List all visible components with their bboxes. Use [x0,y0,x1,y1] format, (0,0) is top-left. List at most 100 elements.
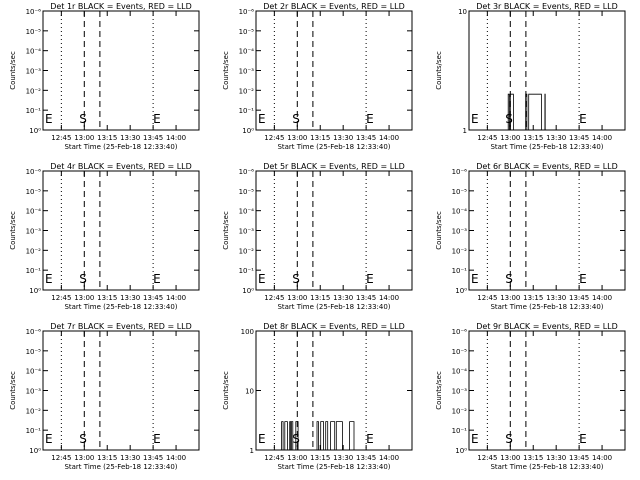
y-tick-label: 10⁻⁵ [452,348,468,356]
y-tick-label: 10 [458,8,467,16]
end-marker: E [366,112,374,126]
left-edge-marker: E [45,432,53,446]
end-marker: E [366,432,374,446]
x-axis-label: Start Time (25-Feb-18 12:33:40) [277,303,390,311]
x-tick-label: 13:30 [333,454,353,462]
y-tick-label: 10⁻³ [26,228,42,236]
y-tick-label: 10⁻⁴ [26,208,42,216]
y-tick-label: 10⁻⁶ [26,328,42,336]
x-axis-label: Start Time (25-Feb-18 12:33:40) [490,463,603,471]
start-marker: S [79,112,87,126]
y-tick-label: 10⁻³ [239,68,255,76]
x-tick-label: 13:00 [287,134,307,142]
left-edge-marker: E [471,432,479,446]
x-axis-label: Start Time (25-Feb-18 12:33:40) [490,143,603,151]
y-tick-label: 10⁻⁴ [26,48,42,56]
y-tick-label: 10⁻¹ [26,267,42,275]
start-marker: S [79,432,87,446]
y-tick-label: 10⁻³ [239,228,255,236]
plot-frame [468,170,626,291]
x-axis-label: Start Time (25-Feb-18 12:33:40) [277,143,390,151]
x-tick-label: 14:00 [166,294,186,302]
start-marker: S [505,272,513,286]
y-tick-label: 100 [241,328,254,336]
x-tick-label: 13:45 [143,294,163,302]
y-tick-label: 10⁻⁶ [26,8,42,16]
left-edge-marker: E [258,432,266,446]
x-tick-label: 13:15 [97,294,117,302]
y-tick-label: 1 [250,447,254,455]
x-tick-label: 13:00 [287,454,307,462]
detector-panel-8: Det 8r BLACK = Events, RED = LLD 1 10 100 Co… [222,322,413,471]
x-tick-label: 13:00 [500,134,520,142]
x-tick-label: 13:15 [97,134,117,142]
x-tick-label: 12:45 [477,454,497,462]
plot-frame [255,330,413,451]
x-tick-label: 13:45 [356,454,376,462]
y-tick-label: 10⁻² [452,247,468,255]
detector-panel-2: Det 2r BLACK = Events, RED = LLD 10⁰ 10⁻¹ 1… [222,2,413,151]
chart-title: Det 2r BLACK = Events, RED = LLD [263,2,405,11]
y-tick-label: 10⁰ [29,287,41,295]
end-marker: E [366,272,374,286]
x-tick-label: 12:45 [264,454,284,462]
x-tick-label: 13:15 [523,454,543,462]
y-tick-label: 10 [245,388,254,396]
y-axis-label: Counts/sec [9,51,17,90]
x-tick-label: 13:45 [569,294,589,302]
x-tick-label: 14:00 [166,454,186,462]
y-tick-label: 10⁻⁶ [239,8,255,16]
x-tick-label: 13:30 [120,454,140,462]
left-edge-marker: E [471,112,479,126]
y-tick-label: 10⁻² [239,87,255,95]
x-tick-label: 12:45 [477,294,497,302]
events-series-line [315,421,356,451]
chart-title: Det 3r BLACK = Events, RED = LLD [476,2,618,11]
x-axis-label: Start Time (25-Feb-18 12:33:40) [64,463,177,471]
end-marker: E [153,432,161,446]
x-tick-label: 14:00 [379,454,399,462]
chart-title: Det 9r BLACK = Events, RED = LLD [476,322,618,331]
x-tick-label: 13:00 [74,134,94,142]
y-tick-label: 10⁻⁶ [452,168,468,176]
start-marker: S [292,112,300,126]
x-tick-label: 13:15 [97,454,117,462]
x-tick-label: 13:45 [569,454,589,462]
y-tick-label: 10⁻⁵ [26,348,42,356]
x-tick-label: 13:30 [120,294,140,302]
x-tick-label: 14:00 [592,134,612,142]
detector-panel-9: Det 9r BLACK = Events, RED = LLD 10⁰ 10⁻¹ 1… [435,322,626,471]
x-tick-label: 13:15 [310,454,330,462]
y-tick-label: 10⁻⁶ [239,168,255,176]
x-tick-label: 13:30 [546,454,566,462]
y-tick-label: 10⁻³ [26,68,42,76]
y-tick-label: 10⁻⁵ [239,188,255,196]
y-tick-label: 10⁻⁵ [452,188,468,196]
y-axis-label: Counts/sec [9,371,17,410]
chart-title: Det 1r BLACK = Events, RED = LLD [50,2,192,11]
y-tick-label: 10⁰ [455,287,467,295]
y-axis-label: Counts/sec [435,51,443,90]
left-edge-marker: E [471,272,479,286]
left-edge-marker: E [258,112,266,126]
x-tick-label: 14:00 [592,294,612,302]
y-tick-label: 10⁻⁶ [452,328,468,336]
start-marker: S [79,272,87,286]
y-tick-label: 10⁻⁴ [239,208,255,216]
x-axis-label: Start Time (25-Feb-18 12:33:40) [490,303,603,311]
events-series-line [505,93,514,131]
y-tick-label: 10⁻¹ [239,267,255,275]
detector-panel-1: Det 1r BLACK = Events, RED = LLD 10⁰ 10⁻¹ 1… [9,2,200,151]
y-axis-label: Counts/sec [222,51,230,90]
plot-frame [42,330,200,451]
y-tick-label: 10⁻⁴ [239,48,255,56]
y-tick-label: 10⁻² [452,407,468,415]
x-tick-label: 13:30 [546,134,566,142]
end-marker: E [153,112,161,126]
x-tick-label: 13:45 [143,454,163,462]
x-tick-label: 14:00 [379,134,399,142]
x-tick-label: 12:45 [51,134,71,142]
detector-panel-4: Det 4r BLACK = Events, RED = LLD 10⁰ 10⁻¹ 1… [9,162,200,311]
plot-frame [468,10,626,131]
